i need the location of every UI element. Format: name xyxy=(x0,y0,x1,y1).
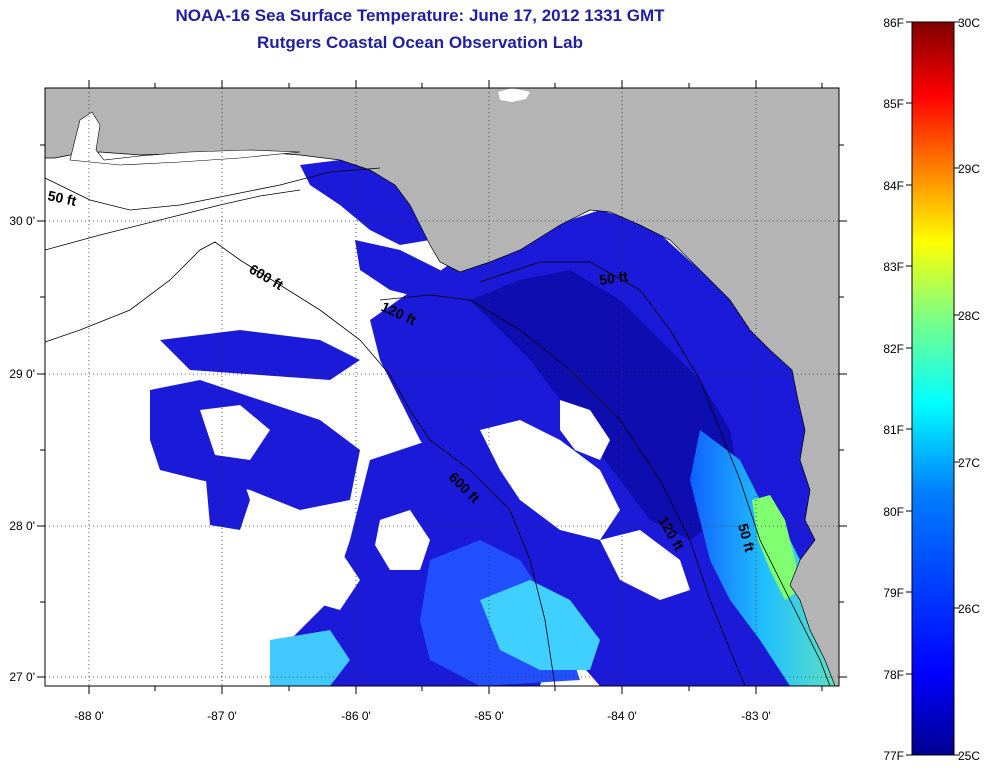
contour-50ft-east xyxy=(479,261,831,686)
map-title: NOAA-16 Sea Surface Temperature: June 17… xyxy=(175,6,665,25)
colorbar-f-label: 78F xyxy=(883,668,904,682)
lon-tick-label: -86 0' xyxy=(341,709,371,723)
land xyxy=(45,88,839,686)
isobath-contours xyxy=(45,167,831,686)
colorbar-f-label: 83F xyxy=(883,260,904,274)
colorbar-f-label: 81F xyxy=(883,423,904,437)
lon-tick-label: -83 0' xyxy=(741,709,771,723)
colorbar-f-label: 84F xyxy=(883,179,904,193)
colorbar-c-label: 26C xyxy=(958,602,980,616)
contour-label-50ft-west: 50 ft xyxy=(46,187,78,209)
colorbar-c-label: 28C xyxy=(958,309,980,323)
contour-50ft-west xyxy=(45,167,381,211)
latitude-labels: 30 0' 29 0' 28 0' 27 0' xyxy=(9,214,35,684)
longitude-labels: -88 0' -87 0' -86 0' -85 0' -84 0' -83 0… xyxy=(74,709,771,723)
axis-ticks xyxy=(37,80,847,694)
map-frame xyxy=(44,87,840,687)
lon-tick-label: -87 0' xyxy=(207,709,237,723)
colorbar-c-label: 27C xyxy=(958,456,980,470)
lat-tick-label: 27 0' xyxy=(9,670,35,684)
lat-tick-label: 28 0' xyxy=(9,519,35,533)
contour-label-50ft-north: 50 ft xyxy=(598,268,629,288)
colorbar-c-label: 29C xyxy=(958,162,980,176)
colorbar-c-label: 25C xyxy=(958,749,980,763)
colorbar: 86F 85F 84F 83F 82F 81F 80F 79F 78F 77F … xyxy=(883,16,980,763)
lon-tick-label: -85 0' xyxy=(474,709,504,723)
colorbar-f-label: 77F xyxy=(883,749,904,763)
colorbar-ticks xyxy=(906,21,960,756)
map-area: 50 ft 600 ft 120 ft 50 ft 600 ft 120 ft … xyxy=(45,88,839,686)
graticule xyxy=(45,88,839,686)
contour-120ft-west xyxy=(45,189,301,251)
colorbar-c-label: 30C xyxy=(958,16,980,30)
map-subtitle: Rutgers Coastal Ocean Observation Lab xyxy=(257,33,583,52)
colorbar-f-label: 82F xyxy=(883,342,904,356)
colorbar-gradient xyxy=(911,21,955,756)
sst-data xyxy=(150,160,838,686)
lon-tick-label: -84 0' xyxy=(607,709,637,723)
lat-tick-label: 30 0' xyxy=(9,214,35,228)
colorbar-f-label: 85F xyxy=(883,97,904,111)
contour-120ft-east xyxy=(379,294,746,686)
contour-label-50ft-south: 50 ft xyxy=(735,522,758,554)
colorbar-f-label: 86F xyxy=(883,16,904,30)
contour-600ft-loop xyxy=(45,241,556,686)
lon-tick-label: -88 0' xyxy=(74,709,104,723)
lat-tick-label: 29 0' xyxy=(9,367,35,381)
colorbar-f-label: 79F xyxy=(883,586,904,600)
colorbar-f-label: 80F xyxy=(883,505,904,519)
